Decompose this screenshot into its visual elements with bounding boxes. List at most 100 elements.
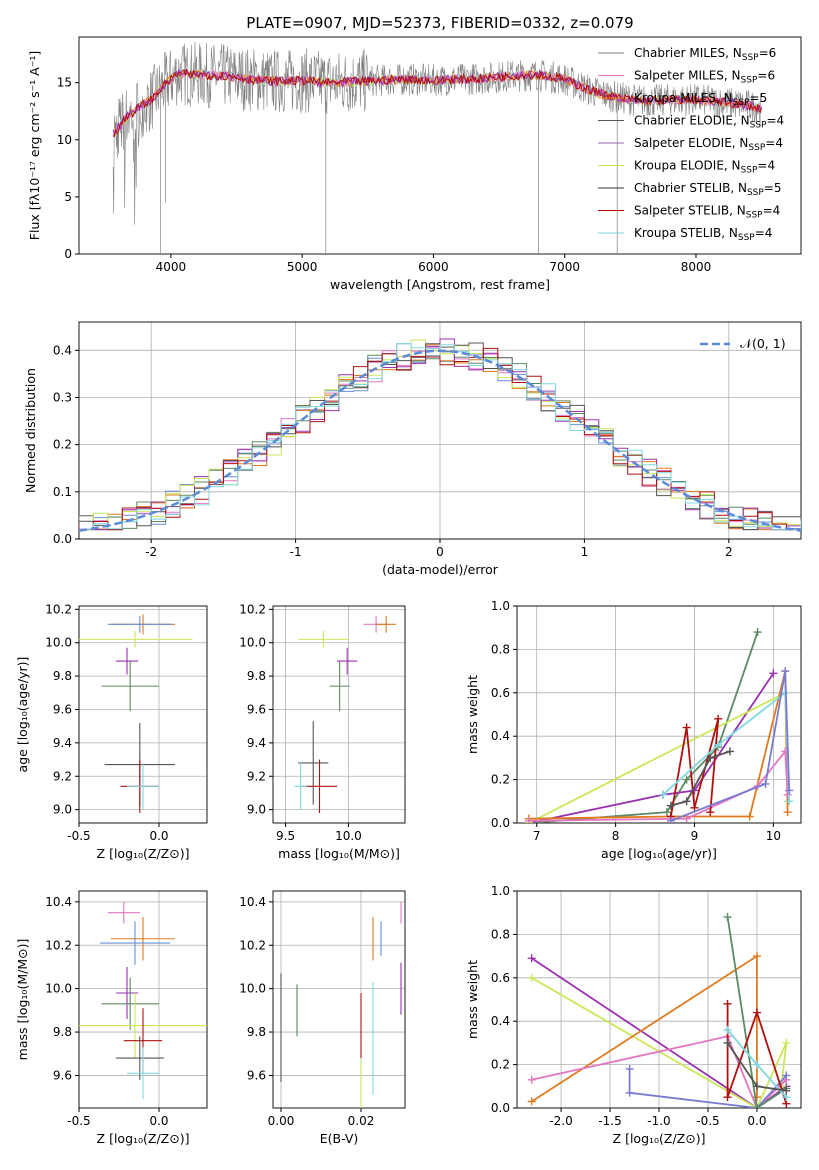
mass-weight-marker [723,1093,732,1102]
x-tick-label: -0.5 [696,1114,719,1128]
panel-spectrum: 4000 5000 6000 7000 8000 0 5 10 15 wavelength [An… [27,36,802,292]
legend-subscript: SSP [738,233,755,243]
y-axis-label: age [log₁₀(age/yr)] [15,657,30,773]
mass-weight-marker [666,816,675,823]
legend-count: =4 [755,226,773,240]
axes-frame [516,605,802,824]
legend-count: =4 [757,159,775,173]
y-tick-label: 0.2 [53,438,72,452]
x-tick-label: -1 [290,545,302,559]
y-tick-label: 9.4 [53,736,72,750]
mass-weight-marker [782,1038,791,1047]
mass-weight-marker [761,779,770,788]
y-tick-label: 10.0 [239,636,266,650]
mass-weight-marker [682,797,691,806]
y-tick-label: 10.2 [45,602,72,616]
mass-weight-marker [666,801,675,810]
x-axis-label: mass [log₁₀(M/M⊙)] [278,846,400,861]
spectrum-model-line [113,69,762,136]
mass-weight-line [528,748,789,822]
x-tick-label: -2.0 [549,1114,572,1128]
mass-weight-marker [753,628,762,637]
legend-count: =5 [750,91,768,105]
mass-weight-line [528,631,759,823]
x-tick-label: 9.5 [276,829,295,843]
spectrum-legend: Chabrier MILES, NSSP=6 Salpeter MILES, NS… [598,46,784,243]
mass-weight-marker [782,1086,791,1095]
figure-title: PLATE=0907, MJD=52373, FIBERID=0332, z=0… [246,14,633,32]
panel-mass-vs-ebv: 0.00 0.02 9.6 9.8 10.0 10.2 10.4 E(B-V) [239,890,406,1146]
legend-count: =4 [763,204,781,218]
y-tick-label: 10 [57,133,72,147]
mass-weight-line [531,957,787,1108]
mass-weight-marker [527,973,536,982]
spectrum-model-line [113,67,763,137]
mass-weight-marker [658,790,667,799]
residual-histogram [79,338,801,531]
mass-weight-marker [752,1082,761,1091]
y-tick-label: 10.4 [239,895,266,909]
legend-entry: Kroupa ELODIE, NSSP=4 [634,159,775,176]
y-tick-label: 0.0 [53,532,72,546]
x-tick-label: 0 [436,545,444,559]
x-tick-label: 0.00 [268,1114,295,1128]
y-tick-label: 10.2 [45,938,72,952]
x-tick-label: 10 [766,829,781,843]
plot-area [280,901,402,1108]
mass-weight-marker [726,747,734,756]
x-tick-label: -1.0 [647,1114,670,1128]
x-tick-label: 4000 [156,260,187,274]
y-tick-label: 10.0 [45,636,72,650]
legend-entry: Salpeter ELODIE, NSSP=4 [634,136,783,153]
axes-frame [272,890,406,1109]
panel-age-vs-Z: -0.5 0.0 9.0 9.2 9.4 9.6 9.8 10.0 10.2 Z [log₁₀(Z… [15,602,208,861]
normal-curve [79,349,801,532]
mass-weight-marker [690,803,699,812]
legend-subscript: SSP [733,98,750,108]
mass-weight-marker [782,1071,791,1080]
y-tick-label: 0.6 [491,686,510,700]
plot-area [112,42,763,254]
plot-area [79,901,207,1100]
x-tick-label: 0.0 [149,829,168,843]
x-tick-label: 9 [691,829,699,843]
mass-weight-marker [524,816,533,823]
y-tick-label: 0.0 [491,816,510,830]
y-tick-label: 9.4 [247,736,266,750]
y-tick-label: 9.0 [53,803,72,817]
y-tick-label: 9.6 [247,702,266,716]
plot-area [79,614,193,813]
legend-entry: Salpeter MILES, NSSP=6 [634,69,775,86]
x-tick-label: 8 [612,829,620,843]
mass-weight-marker [785,786,794,795]
mass-weight-marker [752,1008,761,1017]
mass-weight-marker [527,1097,536,1106]
panel-massweight-vs-Z: -2.0 -1.5 -1.0 -0.5 0.0 0.0 0.2 0.4 0.6 0.8 1.0 Z [… [465,884,802,1146]
mass-weight-line [628,1068,787,1108]
x-tick-label: 7 [533,829,541,843]
x-axis-label: wavelength [Angstrom, rest frame] [330,277,550,292]
legend-entry: 𝒩(0, 1) [740,336,786,351]
x-tick-label: 5000 [287,260,318,274]
mass-weight-marker [723,1025,732,1034]
x-tick-label: -0.5 [67,1114,90,1128]
panel-mass-vs-Z: -0.5 0.0 9.6 9.8 10.0 10.2 10.4 Z [log₁₀(Z/Z⊙)]… [15,890,208,1146]
x-tick-label: -0.5 [67,829,90,843]
mass-weight-marker [752,1060,761,1069]
mass-weight-line [670,750,731,807]
residual-histogram [79,343,801,531]
y-tick-label: 0.4 [53,343,72,357]
y-tick-label: 9.8 [53,669,72,683]
mass-weight-marker [682,775,691,784]
legend-entry: Chabrier STELIB, NSSP=5 [634,181,782,198]
mass-weight-marker [783,790,792,799]
mass-weight-marker [714,714,723,723]
x-tick-label: 0.02 [348,1114,375,1128]
x-tick-label: 1 [581,545,589,559]
y-tick-label: 0.6 [491,971,510,985]
axes-frame [78,605,208,824]
y-tick-label: 0.4 [491,1014,510,1028]
mass-weight-marker [662,808,671,817]
legend-subscript: SSP [742,53,759,63]
